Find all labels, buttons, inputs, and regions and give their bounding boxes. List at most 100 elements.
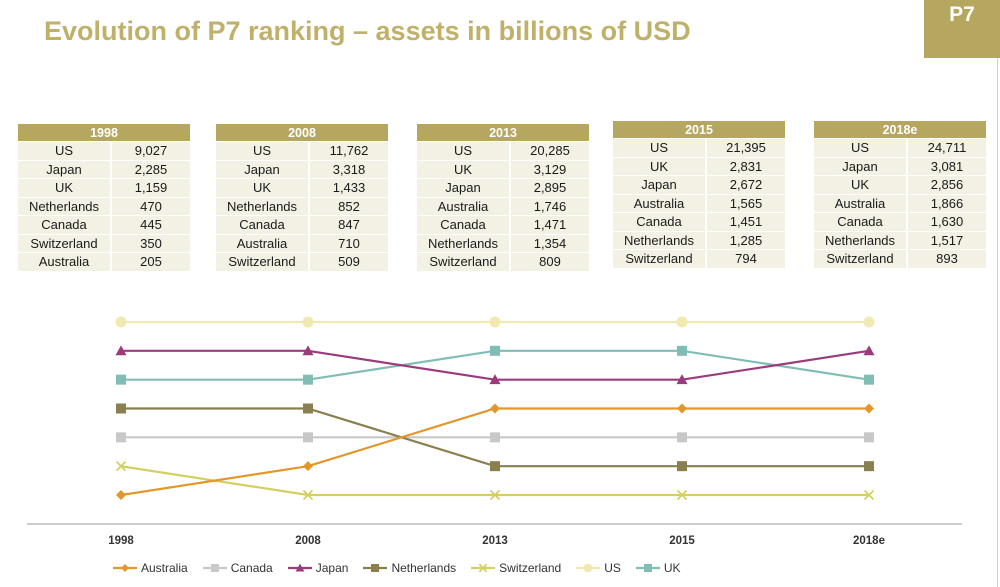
data-point-canada xyxy=(864,432,874,443)
data-point-australia xyxy=(864,403,874,414)
data-point-switzerland xyxy=(302,489,314,501)
assets-cell: 1,354 xyxy=(509,233,589,253)
country-cell: Switzerland xyxy=(814,249,907,268)
rank-table-2013: 2013 US 20,285 UK 3,129 Japan 2,895 Australia 1,… xyxy=(417,124,589,271)
legend-label: Japan xyxy=(315,561,349,575)
legend-swatch xyxy=(576,563,601,573)
rank-table-2018e: 2018e US 24,711 Japan 3,081 UK 2,856 Australia 1… xyxy=(814,121,986,268)
table-year-header: 2008 xyxy=(216,124,388,142)
page-title: Evolution of P7 ranking – assets in bill… xyxy=(44,16,691,46)
country-cell: Canada xyxy=(18,215,111,234)
country-cell: Australia xyxy=(613,193,706,213)
table-row: US 9,027 xyxy=(18,141,190,160)
table-row: Canada 445 xyxy=(18,215,190,234)
country-cell: Australia xyxy=(18,252,111,271)
legend-swatch-marker xyxy=(643,564,652,572)
assets-cell: 710 xyxy=(308,233,388,253)
legend-swatch xyxy=(363,564,388,572)
rank-table-2008: 2008 US 11,762 Japan 3,318 UK 1,433 Netherlands… xyxy=(216,124,388,271)
x-tick-label: 2013 xyxy=(482,535,508,547)
country-cell: Canada xyxy=(417,215,510,234)
table-row: Switzerland 809 xyxy=(417,252,589,271)
country-cell: Canada xyxy=(814,212,907,231)
table-row: Australia 1,565 xyxy=(613,193,785,213)
country-cell: Japan xyxy=(613,175,706,194)
country-cell: Switzerland xyxy=(216,252,309,271)
table-row: US 21,395 xyxy=(613,138,785,157)
table-row: Japan 2,672 xyxy=(613,175,785,194)
country-cell: US xyxy=(216,141,309,160)
data-point-australia xyxy=(303,461,313,472)
data-point-us xyxy=(489,316,501,328)
x-tick-label: 2015 xyxy=(669,535,695,547)
assets-cell: 1,517 xyxy=(906,230,986,250)
table-row: UK 1,159 xyxy=(18,178,190,197)
assets-cell: 1,451 xyxy=(705,212,785,231)
data-point-us xyxy=(676,316,688,328)
table-row: UK 1,433 xyxy=(216,178,388,197)
legend-label: UK xyxy=(663,561,681,575)
legend-label: Switzerland xyxy=(499,561,562,575)
legend-swatch xyxy=(113,564,137,572)
legend-label: Canada xyxy=(230,561,273,575)
data-point-australia xyxy=(490,403,500,414)
legend-swatch xyxy=(635,564,660,572)
data-point-japan xyxy=(302,345,314,356)
table-row: US 24,711 xyxy=(814,138,986,157)
assets-cell: 445 xyxy=(110,215,190,234)
assets-cell: 2,285 xyxy=(110,159,190,179)
country-cell: Netherlands xyxy=(216,196,309,216)
x-tick-label: 1998 xyxy=(108,535,134,547)
data-point-switzerland xyxy=(863,489,875,501)
table-row: Switzerland 350 xyxy=(18,233,190,253)
rank-table-2015: 2015 US 21,395 UK 2,831 Japan 2,672 Australia 1,… xyxy=(613,121,785,268)
table-row: Switzerland 893 xyxy=(814,249,986,268)
assets-cell: 205 xyxy=(110,252,190,271)
assets-cell: 1,866 xyxy=(906,193,986,213)
country-cell: Japan xyxy=(18,159,111,179)
country-cell: UK xyxy=(613,156,706,176)
table-row: Netherlands 470 xyxy=(18,196,190,216)
data-point-uk xyxy=(303,374,313,385)
country-cell: UK xyxy=(814,175,907,194)
table-row: Netherlands 1,354 xyxy=(417,233,589,253)
legend-swatch xyxy=(202,564,227,572)
assets-cell: 2,672 xyxy=(705,175,785,194)
x-tick-label: 2018e xyxy=(853,535,885,547)
country-cell: Japan xyxy=(814,156,907,176)
data-point-netherlands xyxy=(490,461,500,472)
table-row: Japan 3,318 xyxy=(216,159,388,179)
legend-swatch xyxy=(471,563,496,573)
table-row: Japan 2,285 xyxy=(18,159,190,179)
assets-cell: 24,711 xyxy=(906,138,986,157)
country-cell: UK xyxy=(18,178,111,197)
legend-swatch xyxy=(287,563,312,572)
table-row: Canada 1,471 xyxy=(417,215,589,234)
data-point-switzerland xyxy=(489,489,501,501)
table-row: Switzerland 509 xyxy=(216,252,388,271)
page-badge: P7 xyxy=(924,0,1000,58)
table-year-header: 2015 xyxy=(613,121,785,139)
data-point-japan xyxy=(863,345,875,356)
data-point-netherlands xyxy=(864,461,874,472)
legend-swatch-marker xyxy=(121,564,129,572)
table-row: UK 3,129 xyxy=(417,159,589,179)
data-point-netherlands xyxy=(303,403,313,414)
data-point-australia xyxy=(677,403,687,414)
table-row: Canada 847 xyxy=(216,215,388,234)
legend-item-japan: Japan xyxy=(287,561,349,575)
data-point-switzerland xyxy=(115,461,127,472)
country-cell: US xyxy=(417,141,510,160)
country-cell: Australia xyxy=(814,193,907,213)
country-cell: US xyxy=(814,138,907,157)
assets-cell: 852 xyxy=(308,196,388,216)
assets-cell: 9,027 xyxy=(110,141,190,160)
legend-swatch-marker xyxy=(210,564,219,572)
table-row: UK 2,856 xyxy=(814,175,986,194)
country-cell: US xyxy=(18,141,111,160)
assets-cell: 794 xyxy=(705,249,785,268)
legend-label: Australia xyxy=(141,561,188,575)
assets-cell: 893 xyxy=(906,249,986,268)
legend-label: US xyxy=(604,561,621,575)
